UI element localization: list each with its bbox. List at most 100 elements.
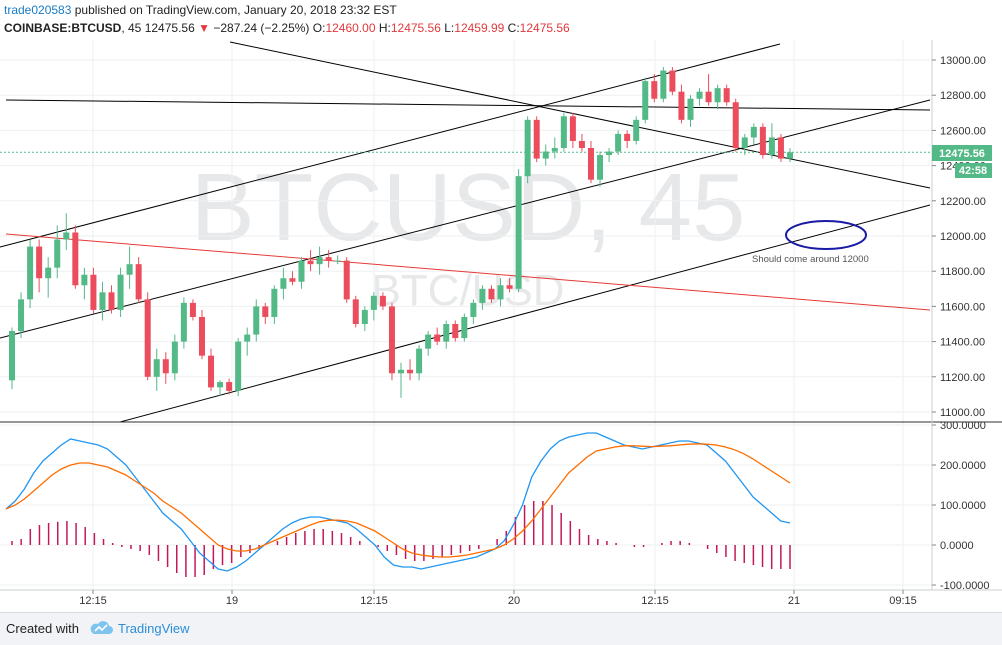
candle-body — [777, 137, 784, 159]
y-tick-label: 12600.00 — [940, 125, 986, 137]
candle-body — [108, 292, 115, 310]
y-tick-label: 300.0000 — [940, 420, 986, 432]
watermark-sub: BTC/USD — [371, 266, 564, 315]
ohlc-line: COINBASE:BTCUSD, 45 12475.56 ▼ −287.24 (… — [4, 21, 570, 35]
candle-body — [54, 239, 61, 268]
change: −287.24 (−2.25%) — [213, 21, 310, 35]
candle-body — [217, 382, 224, 388]
candle-body — [506, 285, 513, 289]
candle-body — [144, 299, 151, 377]
tradingview-link[interactable]: TradingView — [118, 621, 190, 636]
candle-body — [388, 306, 395, 374]
candle-body — [253, 306, 260, 335]
candle-body — [45, 267, 52, 279]
candle-body — [714, 88, 721, 103]
footer: Created with TradingView — [0, 612, 1002, 645]
candle-body — [533, 119, 540, 159]
candle-body — [298, 260, 305, 282]
cloud-icon — [90, 621, 113, 634]
candle-body — [461, 316, 468, 339]
candle-body — [90, 274, 97, 310]
y-tick-label: -100.0000 — [940, 580, 990, 592]
candle-body — [289, 278, 296, 282]
x-tick-label: 09:15 — [889, 595, 917, 607]
candle-body — [723, 88, 730, 103]
candle-body — [36, 246, 43, 279]
candle-body — [235, 341, 242, 391]
candle-body — [180, 302, 187, 342]
candle-body — [325, 257, 332, 261]
candle-body — [171, 341, 178, 374]
candle-body — [624, 133, 631, 141]
candle-body — [117, 274, 124, 310]
high-value: 12475.56 — [390, 21, 441, 35]
chart-canvas: BTCUSD, 45 BTC/USD 11000.00 11200.00 11400… — [0, 40, 1002, 607]
candle-body — [343, 260, 350, 300]
candle-body — [750, 126, 757, 138]
candle-body — [488, 288, 495, 300]
candle-body — [615, 133, 622, 152]
candle-body — [334, 260, 341, 262]
created-with: Created with — [6, 621, 79, 636]
annotation-ellipse — [785, 220, 867, 250]
candle-body — [696, 91, 703, 99]
candle-body — [542, 151, 549, 159]
candle-body — [352, 299, 359, 324]
candle-body — [226, 382, 233, 391]
candle-body — [651, 81, 658, 99]
candle-body — [515, 176, 522, 289]
trendline — [229, 41, 931, 189]
annotation-text: Should come around 12000 — [752, 254, 869, 265]
trendline — [5, 233, 931, 311]
candle-body — [126, 264, 133, 275]
y-tick-label: 11600.00 — [940, 301, 985, 313]
y-tick-label: 11000.00 — [940, 407, 985, 419]
trendline — [0, 43, 781, 248]
high-label: H: — [378, 21, 391, 35]
y-tick-label: 13000.00 — [940, 55, 986, 67]
interval: , 45 — [121, 21, 142, 35]
candle-body — [560, 116, 567, 148]
candle-body — [9, 331, 15, 381]
candle-body — [606, 151, 613, 156]
close-label: C: — [507, 21, 520, 35]
x-tick-label: 19 — [226, 595, 238, 607]
candle-body — [741, 137, 748, 148]
indicator-line — [5, 443, 791, 558]
symbol: COINBASE:BTCUSD — [4, 21, 122, 35]
publish-line: trade020583 published on TradingView.com… — [4, 3, 397, 17]
candle-body — [578, 140, 585, 148]
down-arrow-icon: ▼ — [198, 21, 210, 35]
candle-body — [470, 302, 477, 317]
y-tick-label: 11400.00 — [940, 337, 985, 349]
candle-body — [587, 148, 594, 180]
candle-body — [244, 334, 251, 342]
y-tick-label: 100.0000 — [940, 500, 986, 512]
candle-body — [443, 324, 450, 342]
candle-body — [99, 292, 106, 310]
candle-body — [759, 126, 766, 156]
indicator-line — [5, 432, 791, 572]
x-tick-label: 12:15 — [360, 595, 388, 607]
candle-body — [153, 359, 160, 377]
candle-body — [705, 91, 712, 103]
candle-body — [524, 119, 531, 177]
watermark-main: BTCUSD, 45 — [191, 154, 746, 261]
candle-body — [687, 98, 694, 120]
candle-body — [633, 119, 640, 141]
candle-body — [425, 334, 432, 349]
x-tick-label: 12:15 — [79, 595, 107, 607]
candle-body — [416, 348, 423, 374]
publish-text: published on TradingView.com, January 20… — [74, 3, 397, 17]
candle-body — [569, 116, 576, 141]
candle-body — [379, 295, 386, 307]
candle-body — [280, 278, 287, 289]
candle-body — [307, 260, 314, 265]
candle-body — [189, 302, 196, 317]
candle-body — [732, 102, 739, 148]
candle-body — [787, 152, 793, 159]
candle-body — [551, 148, 558, 152]
candle-body — [135, 264, 142, 300]
trendline — [5, 99, 931, 111]
author-link[interactable]: trade020583 — [4, 3, 72, 17]
